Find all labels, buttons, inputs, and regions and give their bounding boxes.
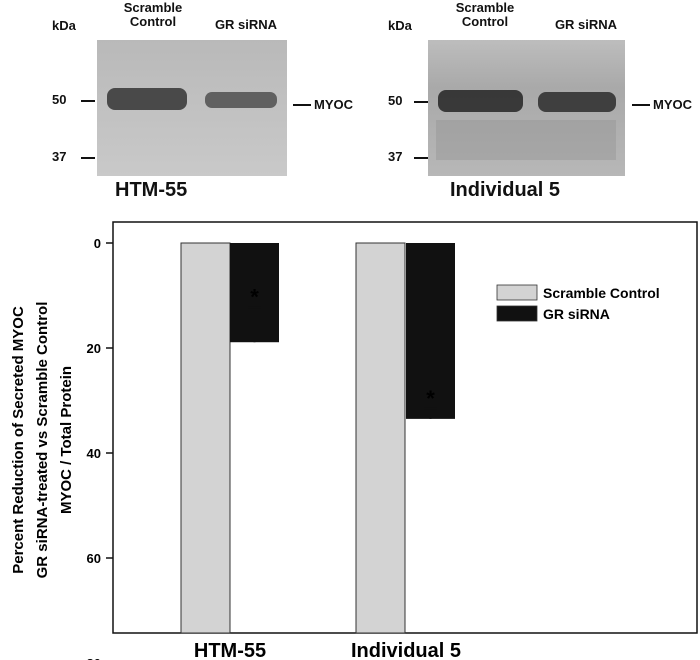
bar-scramble-control bbox=[180, 242, 231, 634]
blot-caption: HTM-55 bbox=[115, 179, 188, 201]
marker-50-tick bbox=[81, 100, 95, 102]
x-category-label: Individual 5 bbox=[351, 640, 461, 660]
y-tick-label: 0 bbox=[94, 236, 101, 251]
y-axis-label-line: GR siRNA-treated vs Scramble Control bbox=[34, 302, 51, 579]
myoc-band-scramble bbox=[107, 88, 187, 110]
marker-50: 50 bbox=[388, 93, 403, 108]
lane-label-gr-sirna: GR siRNA bbox=[554, 17, 618, 32]
background-smear bbox=[436, 120, 616, 160]
lane-label-scramble: Scramble Control bbox=[455, 0, 515, 29]
myoc-label: MYOC bbox=[653, 97, 692, 112]
x-category-label: HTM-55 bbox=[194, 640, 266, 660]
marker-50: 50 bbox=[52, 92, 67, 107]
marker-37-tick bbox=[414, 157, 428, 159]
kda-label: kDa bbox=[52, 18, 76, 33]
myoc-band-gr-sirna bbox=[538, 92, 616, 112]
marker-50-tick bbox=[414, 101, 428, 103]
blot-caption: Individual 5 bbox=[450, 179, 561, 201]
myoc-pointer-line bbox=[632, 104, 650, 106]
legend-swatch bbox=[496, 305, 538, 322]
lane-label-scramble: Scramble Control bbox=[123, 0, 183, 29]
lane-label-gr-sirna: GR siRNA bbox=[214, 17, 278, 32]
marker-37-tick bbox=[81, 157, 95, 159]
marker-37: 37 bbox=[388, 149, 403, 164]
y-tick-label: 60 bbox=[87, 551, 101, 566]
blot-panel-individual5: kDa Scramble Control GR siRNA 50 37 MYOC… bbox=[340, 0, 700, 205]
kda-label: kDa bbox=[388, 18, 412, 33]
legend-swatch bbox=[496, 284, 538, 301]
y-axis-label-line: MYOC / Total Protein bbox=[58, 366, 75, 514]
significance-marker: * bbox=[250, 285, 259, 310]
bar-scramble-control bbox=[355, 242, 406, 634]
myoc-label: MYOC bbox=[314, 97, 353, 112]
y-tick-label: 80 bbox=[87, 656, 101, 660]
legend-label: Scramble Control bbox=[543, 285, 660, 301]
myoc-band-scramble bbox=[438, 90, 523, 112]
bar-gr-sirna bbox=[406, 243, 455, 419]
myoc-pointer-line bbox=[293, 104, 311, 106]
y-axis-label-line: Percent Reduction of Secreted MYOC bbox=[10, 306, 27, 574]
legend-label: GR siRNA bbox=[543, 306, 610, 322]
myoc-band-gr-sirna bbox=[205, 92, 277, 108]
blot-svg bbox=[97, 40, 287, 176]
significance-marker: * bbox=[426, 386, 435, 411]
y-tick-label: 20 bbox=[87, 341, 101, 356]
blot-panel-htm55: kDa Scramble Control GR siRNA 50 37 MYOC… bbox=[0, 0, 353, 205]
y-tick-label: 40 bbox=[87, 446, 101, 461]
marker-37: 37 bbox=[52, 149, 67, 164]
blot-image bbox=[97, 40, 287, 176]
blot-svg bbox=[428, 40, 625, 176]
blot-image bbox=[428, 40, 625, 176]
bar-chart: 0 20 40 60 80 Percent Reduction of Secreted M… bbox=[10, 221, 698, 660]
